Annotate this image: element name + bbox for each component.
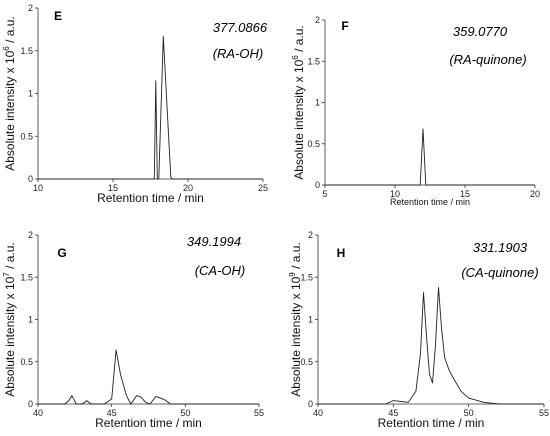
panel-label: H	[337, 246, 346, 260]
x-tick-label: 25	[258, 183, 268, 193]
x-tick-label: 45	[107, 408, 117, 418]
y-tick-label: 1	[308, 315, 313, 325]
y-axis-label-exponent: 6	[2, 46, 11, 51]
series-line	[38, 35, 263, 180]
y-tick-label: 1	[315, 98, 320, 108]
y-tick-label: 0	[28, 174, 33, 184]
x-tick-label: 10	[33, 183, 43, 193]
y-axis-label-unit: / a.u.	[3, 16, 17, 46]
y-tick-label: 2	[28, 3, 33, 13]
y-tick-label: 2	[315, 15, 320, 25]
x-tick-label: 45	[388, 408, 398, 418]
y-axis-label-exponent: 9	[288, 272, 297, 277]
y-tick-label: 0	[28, 399, 33, 409]
x-axis-label: Retention time / min	[378, 416, 485, 430]
y-tick-label: 2	[28, 230, 33, 240]
x-tick-label: 5	[322, 189, 327, 199]
y-axis-label-unit: / a.u.	[292, 25, 306, 55]
x-tick-label: 20	[530, 189, 540, 199]
y-axis-label: Absolute intensity x 106 / a.u.	[2, 16, 17, 171]
y-axis-label-text: Absolute intensity x 10	[3, 276, 17, 396]
y-tick-label: 0.5	[20, 131, 33, 141]
x-axis-label: Retention time / min	[97, 191, 204, 205]
x-tick-label: 40	[33, 408, 43, 418]
panel-label: F	[341, 19, 348, 33]
compound-annotation: (CA-OH)	[195, 263, 246, 278]
mz-annotation: 377.0866	[213, 20, 268, 35]
x-tick-label: 55	[539, 408, 549, 418]
y-axis-label-exponent: 6	[291, 55, 300, 60]
y-tick-label: 1.5	[300, 272, 313, 282]
x-tick-label: 50	[464, 408, 474, 418]
y-axis-label-text: Absolute intensity x 10	[292, 59, 306, 179]
mz-annotation: 331.1903	[473, 240, 528, 255]
x-tick-label: 20	[183, 183, 193, 193]
y-tick-label: 1	[28, 89, 33, 99]
y-axis-label-unit: / a.u.	[3, 242, 17, 272]
y-axis-label: Absolute intensity x 106 / a.u.	[291, 25, 306, 180]
y-tick-label: 0.5	[300, 357, 313, 367]
y-axis-label-text: Absolute intensity x 10	[289, 276, 303, 396]
y-tick-label: 0.5	[307, 139, 320, 149]
y-tick-label: 2	[308, 230, 313, 240]
mz-annotation: 349.1994	[187, 234, 241, 249]
series-line	[325, 128, 535, 186]
compound-annotation: (CA-quinone)	[461, 265, 538, 280]
series-line	[318, 286, 544, 405]
mz-annotation: 359.0770	[453, 24, 508, 39]
x-tick-label: 10	[390, 189, 400, 199]
series-line	[38, 349, 259, 405]
x-tick-label: 40	[313, 408, 323, 418]
x-tick-label: 50	[180, 408, 190, 418]
y-tick-label: 1.5	[20, 46, 33, 56]
x-tick-label: 15	[460, 189, 470, 199]
x-tick-label: 15	[108, 183, 118, 193]
compound-annotation: (RA-OH)	[213, 46, 264, 61]
panel-label: G	[57, 246, 66, 260]
y-tick-label: 1.5	[20, 272, 33, 282]
y-tick-label: 0	[308, 399, 313, 409]
y-tick-label: 0.5	[20, 357, 33, 367]
y-tick-label: 1.5	[307, 56, 320, 66]
x-tick-label: 55	[254, 408, 264, 418]
y-axis-label-text: Absolute intensity x 10	[3, 50, 17, 170]
y-tick-label: 1	[28, 315, 33, 325]
x-axis-label: Retention time / min	[95, 416, 202, 430]
panel-label: E	[54, 9, 62, 23]
y-axis-label: Absolute intensity x 109 / a.u.	[288, 242, 303, 397]
y-axis-label-exponent: 7	[2, 272, 11, 277]
x-axis-label: Retention time / min	[390, 197, 470, 207]
y-axis-label: Absolute intensity x 107 / a.u.	[2, 242, 17, 397]
y-tick-label: 0	[315, 180, 320, 190]
compound-annotation: (RA-quinone)	[449, 52, 526, 67]
y-axis-label-unit: / a.u.	[289, 242, 303, 272]
